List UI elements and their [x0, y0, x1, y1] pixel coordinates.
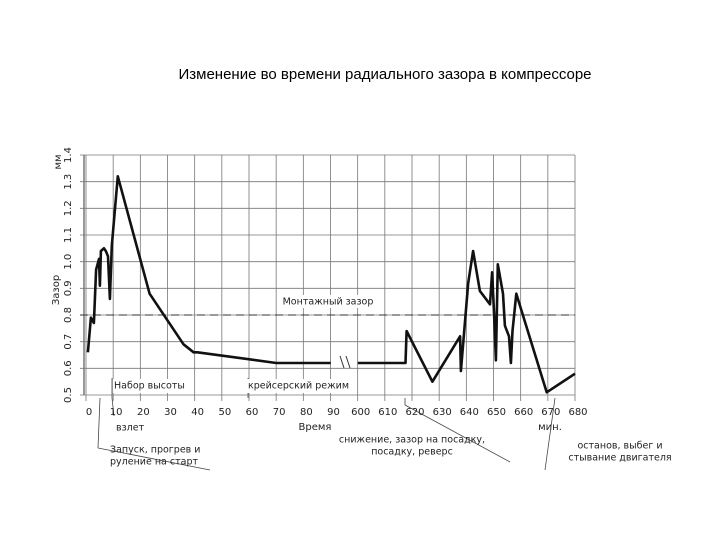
x-tick-label: 70 [273, 407, 286, 418]
x-tick-label: 0 [86, 407, 92, 418]
x-tick-label: 650 [487, 407, 506, 418]
x-tick-label: 10 [110, 407, 123, 418]
data-line [86, 175, 576, 394]
x-tick-label: 40 [191, 407, 204, 418]
y-tick-label: 0.6 [63, 360, 74, 376]
annotation: стывание двигателя [568, 453, 671, 464]
chart-title: Изменение во времени радиального зазора … [178, 66, 591, 83]
x-tick-label: 80 [300, 407, 313, 418]
x-tick-label: 610 [378, 407, 397, 418]
y-tick-label: 0.8 [63, 307, 74, 323]
y-tick-label: 1.0 [63, 254, 74, 270]
y-axis-label: Зазор [51, 275, 62, 305]
x-tick-label: 620 [405, 407, 424, 418]
y-tick-label: 1.1 [63, 227, 74, 243]
annotation: посадку, реверс [371, 447, 453, 458]
x-tick-label: 640 [460, 407, 479, 418]
annotation: взлет [116, 423, 145, 434]
x-tick-label: 90 [327, 407, 340, 418]
x-unit: мин. [538, 422, 562, 433]
annotation: Набор высоты [114, 381, 185, 392]
y-unit: мм [53, 154, 64, 169]
x-tick-label: 30 [164, 407, 177, 418]
x-tick-label: 680 [568, 407, 587, 418]
x-tick-label: 60 [246, 407, 259, 418]
y-tick-label: 1.2 [63, 200, 74, 216]
reference-label: Монтажный зазор [283, 297, 374, 308]
annotation-bg [247, 379, 347, 393]
y-tick-label: 0.9 [63, 280, 74, 296]
reference-label-bg [282, 295, 374, 308]
x-tick-label: 670 [541, 407, 560, 418]
x-tick-label: 660 [514, 407, 533, 418]
annotation: останов, выбег и [577, 441, 662, 452]
y-tick-label: 1.3 [63, 174, 74, 190]
annotation-bg [113, 379, 179, 393]
y-tick-label: 0.7 [63, 334, 74, 350]
x-axis-label: Время [299, 422, 332, 433]
x-tick-label: 20 [137, 407, 150, 418]
annotation: Запуск, прогрев и [110, 445, 200, 456]
annotation: руление на старт [110, 457, 198, 468]
x-tick-label: 630 [433, 407, 452, 418]
y-tick-label: 0.5 [63, 387, 74, 403]
x-tick-label: 600 [351, 407, 370, 418]
annotation: крейсерский режим [248, 381, 349, 392]
annotation: снижение, зазор на посадку, [339, 435, 485, 446]
x-tick-label: 50 [218, 407, 231, 418]
axis-break [339, 355, 351, 369]
y-tick-label: 1.4 [63, 147, 74, 163]
